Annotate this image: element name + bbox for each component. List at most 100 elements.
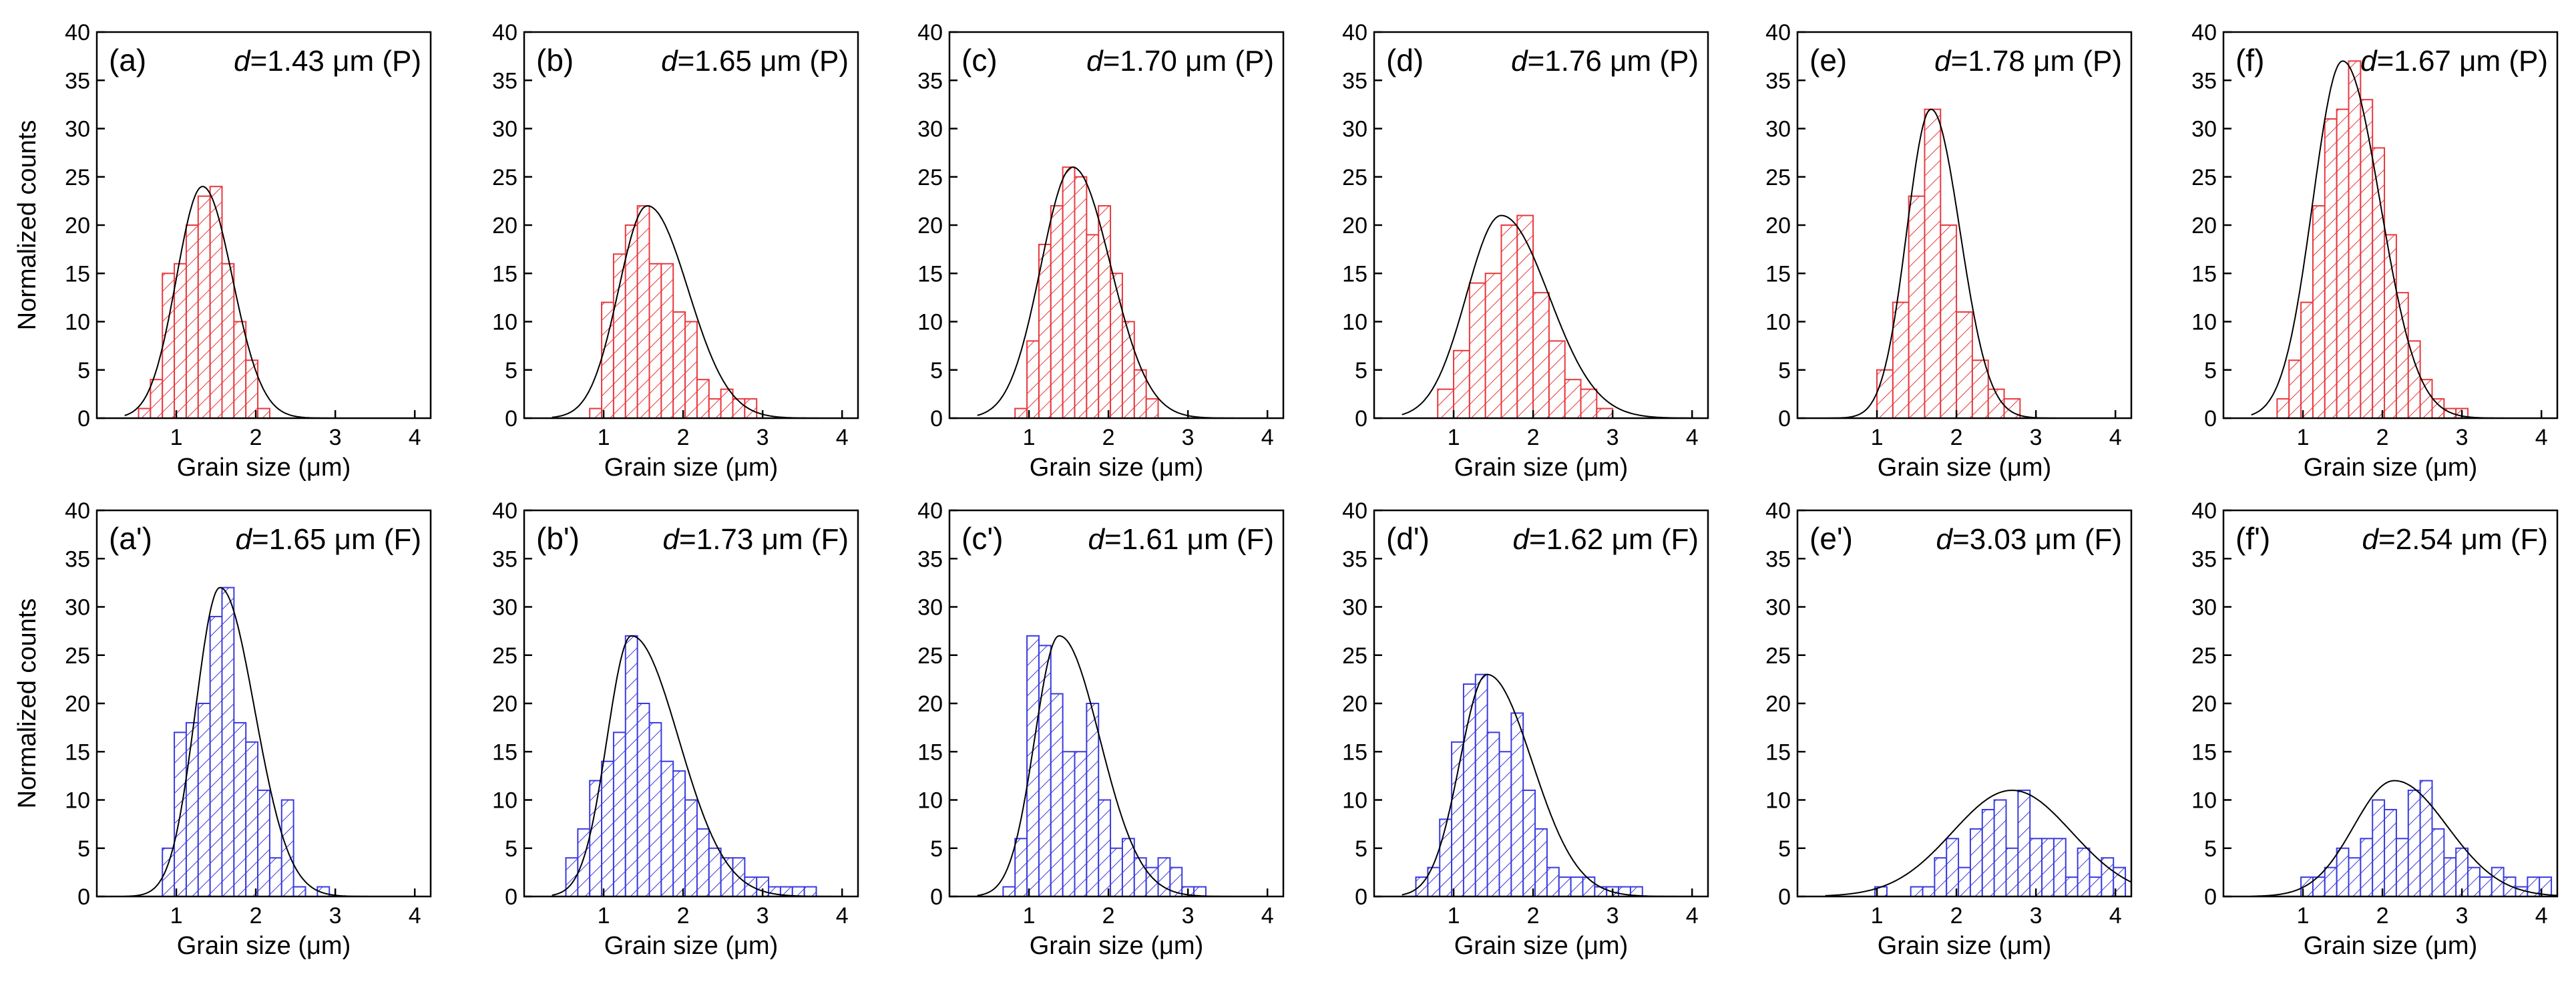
histogram-bar: [209, 615, 223, 897]
histogram-bar: [233, 321, 247, 419]
histogram-bar: [2336, 847, 2350, 897]
histogram-bar: [1086, 234, 1100, 419]
y-tick-label: 40: [1765, 20, 1791, 45]
x-tick-label: 3: [1182, 425, 1195, 450]
histogram-bar: [648, 263, 662, 419]
y-tick-label: 35: [65, 68, 90, 94]
y-tick-label: 5: [1778, 836, 1791, 862]
x-tick-label: 3: [1606, 903, 1619, 929]
y-tick-label: 25: [492, 165, 517, 190]
histogram-bar: [185, 721, 199, 898]
histogram-bar: [1940, 224, 1958, 419]
histogram-bar: [2065, 876, 2079, 897]
histogram-bar: [233, 721, 247, 898]
histogram-bar: [612, 731, 626, 897]
y-tick-label: 10: [65, 310, 90, 335]
x-tick-label: 2: [1527, 903, 1540, 929]
y-tick-label: 35: [917, 68, 943, 94]
histogram-bar: [2300, 301, 2314, 419]
histogram-bar: [2407, 340, 2421, 419]
histogram-bar: [1934, 857, 1948, 897]
histogram-bar: [2053, 838, 2067, 898]
y-tick-label: 40: [65, 20, 90, 45]
panel-b: 0 5 10 15 20 25 30 35 40 1 2 3 4 Grain size (μm) (b) d=…: [492, 20, 859, 482]
x-tick-label: 1: [170, 903, 183, 929]
histogram-bar: [1026, 635, 1040, 897]
y-tick-label: 15: [2191, 739, 2217, 765]
histogram-bar: [257, 790, 270, 898]
histogram-bar: [185, 224, 199, 419]
histogram-bar: [221, 587, 235, 897]
histogram-bar: [2348, 60, 2362, 420]
y-tick-label: 25: [917, 165, 943, 190]
y-tick-label: 5: [930, 836, 943, 862]
y-tick-label: 40: [492, 20, 517, 45]
histogram-bar: [1050, 205, 1064, 419]
histogram-bar: [1074, 751, 1088, 897]
panel-c-prime: 0 5 10 15 20 25 30 35 40 1 2 3 4 Grain size (μm) (c') d…: [917, 498, 1285, 960]
histogram-bar: [2443, 857, 2457, 897]
histogram-bar: [1510, 712, 1524, 897]
y-tick-label: 35: [1342, 68, 1367, 94]
y-tick-label: 5: [1355, 836, 1367, 862]
x-tick-label: 1: [1448, 903, 1460, 929]
y-tick-label: 40: [917, 498, 943, 524]
y-tick-label: 10: [492, 788, 517, 814]
mean-grain-size-label: d=1.70 μm (P): [1086, 45, 1274, 77]
y-tick-label: 35: [1765, 68, 1791, 94]
histogram-bar: [2324, 118, 2338, 420]
histogram-bar: [1564, 379, 1582, 420]
y-tick-label: 15: [917, 739, 943, 765]
y-tick-label: 15: [1765, 739, 1791, 765]
histogram-bar: [1546, 866, 1560, 898]
histogram-bar: [660, 760, 674, 897]
histogram-bar: [2348, 857, 2362, 897]
histogram-bar: [1062, 751, 1076, 897]
histogram-bar: [672, 311, 686, 419]
histogram-bar: [1098, 205, 1112, 419]
histogram-bar: [1026, 340, 1040, 419]
histogram-bar: [1468, 282, 1486, 420]
histogram-bar: [174, 263, 187, 419]
y-tick-label: 5: [505, 358, 517, 383]
y-tick-label: 15: [917, 261, 943, 287]
histogram-bar: [1596, 407, 1614, 419]
y-tick-label: 30: [1342, 595, 1367, 621]
x-tick-label: 3: [2030, 903, 2043, 929]
y-tick-label: 20: [2191, 691, 2217, 717]
x-tick-label: 4: [2109, 425, 2122, 450]
histogram-bar: [1062, 166, 1076, 420]
histogram-bar: [1086, 703, 1100, 897]
y-tick-label: 35: [492, 68, 517, 94]
histogram-bar: [744, 398, 758, 419]
histogram-bar: [660, 263, 674, 419]
panel-d: 0 5 10 15 20 25 30 35 40 1 2 3 4 Grain size (μm) (d) d=…: [1342, 20, 1709, 482]
histogram-bar: [280, 799, 294, 897]
y-tick-label: 5: [505, 836, 517, 862]
histogram-bar: [636, 205, 650, 419]
mean-grain-size-label: d=2.54 μm (F): [2362, 523, 2548, 556]
x-tick-label: 3: [329, 903, 342, 929]
panel-e: 0 5 10 15 20 25 30 35 40 1 2 3 4 Grain size (μm) (e) d=…: [1765, 20, 2133, 482]
histogram-bar: [1484, 273, 1502, 419]
histogram-bar: [2077, 847, 2091, 897]
y-tick-label: 20: [492, 213, 517, 238]
x-tick-label: 1: [1871, 903, 1884, 929]
x-tick-label: 1: [1871, 425, 1884, 450]
x-axis-label: Grain size (μm): [1030, 454, 1203, 482]
y-tick-label: 20: [917, 691, 943, 717]
y-tick-label: 10: [917, 310, 943, 335]
y-tick-label: 0: [1355, 406, 1367, 432]
x-axis-label: Grain size (μm): [1454, 454, 1628, 482]
y-tick-label: 5: [2204, 836, 2217, 862]
fit-curve: [2251, 780, 2558, 897]
x-tick-label: 2: [677, 903, 690, 929]
x-tick-label: 4: [1686, 425, 1699, 450]
y-tick-label: 10: [2191, 788, 2217, 814]
y-tick-label: 15: [492, 261, 517, 287]
plot-frame: [95, 31, 432, 420]
histogram-bar: [2360, 838, 2374, 898]
histogram-bar: [2372, 799, 2386, 897]
mean-grain-size-label: d=1.78 μm (P): [1934, 45, 2122, 77]
panel-c: 0 5 10 15 20 25 30 35 40 1 2 3 4 Grain size (μm) (c) d=…: [917, 20, 1285, 482]
